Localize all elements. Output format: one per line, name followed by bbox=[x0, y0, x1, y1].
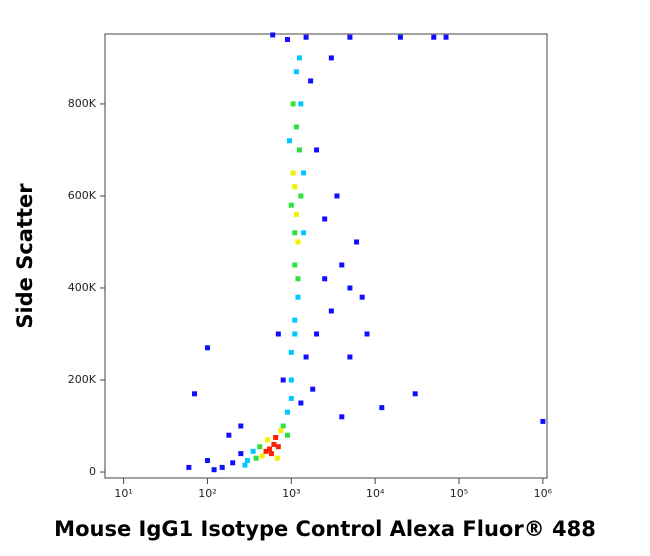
point bbox=[230, 460, 236, 466]
point bbox=[379, 405, 385, 411]
point bbox=[288, 349, 294, 355]
point bbox=[286, 138, 292, 144]
point bbox=[354, 239, 360, 245]
point bbox=[191, 391, 197, 397]
point bbox=[322, 276, 328, 282]
point bbox=[298, 400, 304, 406]
point bbox=[290, 101, 296, 107]
point bbox=[347, 34, 353, 40]
point bbox=[268, 451, 274, 457]
point bbox=[359, 294, 365, 300]
point bbox=[443, 34, 449, 40]
point bbox=[253, 455, 259, 461]
point bbox=[339, 414, 345, 420]
x-tick-label: 10¹ bbox=[114, 487, 132, 500]
x-tick-label: 10⁵ bbox=[450, 487, 468, 500]
y-tick-label: 0 bbox=[89, 465, 96, 478]
point bbox=[314, 147, 320, 153]
point bbox=[275, 331, 281, 337]
point bbox=[275, 444, 281, 450]
point bbox=[295, 276, 301, 282]
point bbox=[296, 147, 302, 153]
point bbox=[271, 441, 277, 447]
point bbox=[263, 448, 269, 454]
point bbox=[347, 285, 353, 291]
point bbox=[280, 377, 286, 383]
point bbox=[308, 78, 314, 84]
point bbox=[334, 193, 340, 199]
point bbox=[328, 308, 334, 314]
point bbox=[301, 170, 307, 176]
point bbox=[186, 464, 192, 470]
point bbox=[292, 331, 298, 337]
point bbox=[328, 55, 334, 61]
point bbox=[301, 230, 307, 236]
point bbox=[278, 428, 284, 434]
point bbox=[290, 170, 296, 176]
point bbox=[204, 345, 210, 351]
point bbox=[211, 467, 217, 473]
y-tick-label: 400K bbox=[68, 281, 97, 294]
point bbox=[238, 423, 244, 429]
x-tick-label: 10² bbox=[198, 487, 216, 500]
point bbox=[219, 464, 225, 470]
point bbox=[244, 458, 250, 464]
point bbox=[296, 55, 302, 61]
point bbox=[298, 101, 304, 107]
point bbox=[242, 462, 248, 468]
point bbox=[303, 354, 309, 360]
y-tick-label: 200K bbox=[68, 373, 97, 386]
point bbox=[274, 455, 280, 461]
x-tick-label: 10⁴ bbox=[366, 487, 385, 500]
point bbox=[314, 331, 320, 337]
point bbox=[540, 418, 546, 424]
point bbox=[310, 386, 316, 392]
point bbox=[292, 317, 298, 323]
x-tick-label: 10³ bbox=[282, 487, 300, 500]
point bbox=[280, 423, 286, 429]
plot-frame bbox=[104, 33, 548, 479]
point bbox=[397, 34, 403, 40]
point bbox=[226, 432, 232, 438]
point bbox=[412, 391, 418, 397]
point bbox=[264, 437, 270, 443]
point bbox=[288, 377, 294, 383]
point bbox=[288, 395, 294, 401]
point bbox=[284, 432, 290, 438]
point bbox=[288, 202, 294, 208]
point bbox=[204, 458, 210, 464]
x-tick-label: 10⁶ bbox=[534, 487, 553, 500]
point bbox=[284, 37, 290, 43]
point bbox=[347, 354, 353, 360]
point bbox=[298, 193, 304, 199]
point bbox=[267, 446, 273, 452]
x-axis-label: Mouse IgG1 Isotype Control Alexa Fluor® … bbox=[54, 517, 596, 541]
point bbox=[364, 331, 370, 337]
point bbox=[293, 124, 299, 130]
point bbox=[259, 453, 265, 459]
point bbox=[339, 262, 345, 268]
point bbox=[250, 448, 256, 454]
point bbox=[431, 34, 437, 40]
point bbox=[257, 444, 263, 450]
point bbox=[292, 230, 298, 236]
y-tick-label: 600K bbox=[68, 189, 97, 202]
point bbox=[292, 184, 298, 190]
point bbox=[295, 294, 301, 300]
point bbox=[292, 262, 298, 268]
point bbox=[293, 211, 299, 217]
y-tick-label: 800K bbox=[68, 97, 97, 110]
point bbox=[284, 409, 290, 415]
point bbox=[273, 435, 279, 441]
point bbox=[303, 34, 309, 40]
point bbox=[270, 32, 276, 38]
y-axis-label: Side Scatter bbox=[13, 183, 37, 329]
point bbox=[293, 69, 299, 75]
point bbox=[322, 216, 328, 222]
point bbox=[238, 451, 244, 457]
point bbox=[295, 239, 301, 245]
